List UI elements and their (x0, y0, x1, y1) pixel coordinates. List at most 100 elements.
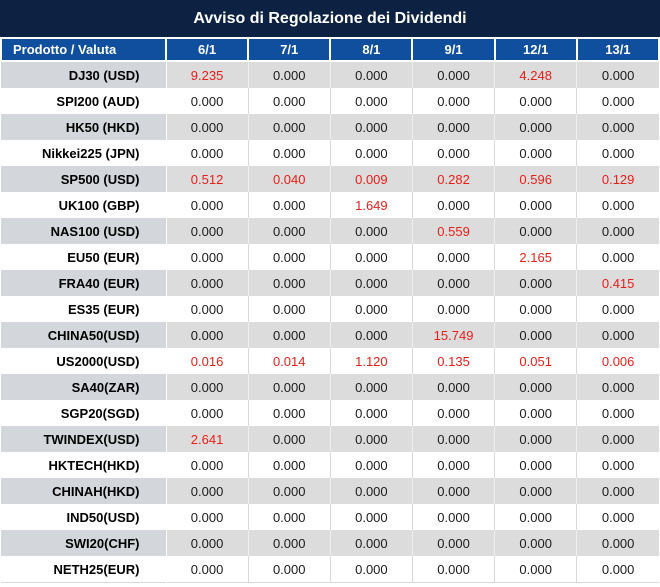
product-cell: TWINDEX(USD) (1, 426, 167, 452)
dividend-value: 0.000 (494, 192, 578, 218)
dividend-value: 0.000 (248, 504, 331, 530)
dividend-value: 0.000 (412, 400, 496, 426)
column-header-date: 8/1 (329, 37, 414, 62)
column-header-date: 9/1 (411, 37, 496, 62)
dividend-value: 0.000 (412, 88, 496, 114)
dividend-value: 0.000 (330, 374, 413, 400)
product-cell: SGP20(SGD) (1, 400, 167, 426)
dividend-value: 0.000 (330, 270, 413, 296)
header-row: Prodotto / Valuta 6/1 7/1 8/1 9/1 12/1 13/1 (0, 37, 660, 62)
product-cell: DJ30 (USD) (1, 61, 167, 88)
dividend-value: 0.000 (166, 192, 249, 218)
dividend-value-highlighted: 0.559 (412, 218, 496, 244)
dividend-value: 0.000 (330, 504, 413, 530)
dividend-value: 0.000 (330, 61, 413, 88)
product-cell: SP500 (USD) (1, 166, 167, 192)
dividend-value-highlighted: 0.415 (576, 270, 659, 296)
dividend-value: 0.000 (576, 478, 659, 504)
dividend-value: 0.000 (412, 374, 496, 400)
dividend-value-highlighted: 15.749 (412, 322, 496, 348)
table-row: US2000(USD) 0.016 0.014 1.120 0.135 0.051 0.00… (1, 348, 659, 374)
dividend-value: 0.000 (412, 478, 496, 504)
dividend-value: 0.000 (576, 504, 659, 530)
table-row: SPI200 (AUD) 0.000 0.000 0.000 0.000 0.000 0.0… (1, 88, 659, 114)
product-cell: SWI20(CHF) (1, 530, 167, 556)
dividend-value: 0.000 (248, 270, 331, 296)
product-cell: IND50(USD) (1, 504, 167, 530)
dividend-value: 0.000 (248, 374, 331, 400)
dividend-value: 0.000 (248, 218, 331, 244)
column-header-date: 6/1 (164, 37, 250, 62)
dividend-value: 0.000 (576, 530, 659, 556)
dividend-value: 0.000 (494, 556, 578, 583)
table-row: DJ30 (USD) 9.235 0.000 0.000 0.000 4.248 0.000 (1, 61, 659, 88)
product-cell: EU50 (EUR) (1, 244, 167, 270)
dividend-value: 0.000 (576, 61, 659, 88)
dividend-value: 0.000 (166, 296, 249, 322)
table-row: FRA40 (EUR) 0.000 0.000 0.000 0.000 0.000 0.41… (1, 270, 659, 296)
dividend-value: 0.000 (166, 88, 249, 114)
dividend-value: 0.000 (412, 556, 496, 583)
dividend-value: 0.000 (576, 452, 659, 478)
dividend-value: 0.000 (166, 270, 249, 296)
dividend-value: 0.000 (576, 244, 659, 270)
dividend-value: 0.000 (248, 61, 331, 88)
dividend-value: 0.000 (248, 556, 331, 583)
dividend-value: 0.000 (412, 452, 496, 478)
column-header-product-currency: Prodotto / Valuta (0, 37, 167, 62)
dividend-value: 0.000 (166, 478, 249, 504)
table-row: TWINDEX(USD) 2.641 0.000 0.000 0.000 0.000 0.0… (1, 426, 659, 452)
product-cell: ES35 (EUR) (1, 296, 167, 322)
dividend-value: 0.000 (330, 140, 413, 166)
dividend-value: 0.000 (412, 61, 496, 88)
dividend-value: 0.000 (330, 114, 413, 140)
dividend-value: 0.000 (494, 374, 578, 400)
dividend-value: 0.000 (576, 88, 659, 114)
dividend-value: 0.000 (330, 426, 413, 452)
dividend-value: 0.000 (248, 192, 331, 218)
dividend-value-highlighted: 0.282 (412, 166, 496, 192)
table-row: SWI20(CHF) 0.000 0.000 0.000 0.000 0.000 0.000 (1, 530, 659, 556)
dividend-value: 0.000 (166, 114, 249, 140)
dividend-value-highlighted: 0.596 (494, 166, 578, 192)
dividend-value-highlighted: 0.512 (166, 166, 249, 192)
dividend-value: 0.000 (494, 426, 578, 452)
table-row: Nikkei225 (JPN) 0.000 0.000 0.000 0.000 0.000… (1, 140, 659, 166)
dividend-value: 0.000 (412, 530, 496, 556)
dividend-value: 0.000 (166, 504, 249, 530)
dividend-value: 0.000 (412, 192, 496, 218)
dividend-value: 0.000 (166, 218, 249, 244)
dividend-value: 0.000 (330, 322, 413, 348)
dividend-value: 0.000 (166, 374, 249, 400)
table-row: HK50 (HKD) 0.000 0.000 0.000 0.000 0.000 0.000 (1, 114, 659, 140)
dividend-table: Prodotto / Valuta 6/1 7/1 8/1 9/1 12/1 13/1 D… (0, 37, 660, 583)
product-cell: FRA40 (EUR) (1, 270, 167, 296)
dividend-value: 0.000 (576, 400, 659, 426)
dividend-value: 0.000 (494, 88, 578, 114)
dividend-value: 0.000 (330, 478, 413, 504)
dividend-value-highlighted: 2.165 (494, 244, 578, 270)
dividend-value-highlighted: 0.040 (248, 166, 331, 192)
table-row: EU50 (EUR) 0.000 0.000 0.000 0.000 2.165 0.000 (1, 244, 659, 270)
dividend-value: 0.000 (166, 556, 249, 583)
dividend-value: 0.000 (166, 530, 249, 556)
table-row: SA40(ZAR) 0.000 0.000 0.000 0.000 0.000 0.000 (1, 374, 659, 400)
dividend-value: 0.000 (248, 426, 331, 452)
product-cell: US2000(USD) (1, 348, 167, 374)
dividend-value: 0.000 (330, 296, 413, 322)
dividend-value: 0.000 (248, 244, 331, 270)
table-row: NAS100 (USD) 0.000 0.000 0.000 0.559 0.000 0.0… (1, 218, 659, 244)
dividend-value: 0.000 (248, 400, 331, 426)
dividend-value: 0.000 (412, 504, 496, 530)
dividend-value: 0.000 (412, 244, 496, 270)
dividend-value: 0.000 (330, 530, 413, 556)
dividend-value: 0.000 (576, 426, 659, 452)
product-cell: Nikkei225 (JPN) (1, 140, 167, 166)
dividend-value: 0.000 (330, 452, 413, 478)
dividend-value: 0.000 (248, 322, 331, 348)
dividend-value: 0.000 (576, 114, 659, 140)
dividend-value: 0.000 (248, 530, 331, 556)
dividend-value: 0.000 (576, 192, 659, 218)
dividend-value: 0.000 (576, 218, 659, 244)
table-row: IND50(USD) 0.000 0.000 0.000 0.000 0.000 0.000 (1, 504, 659, 530)
